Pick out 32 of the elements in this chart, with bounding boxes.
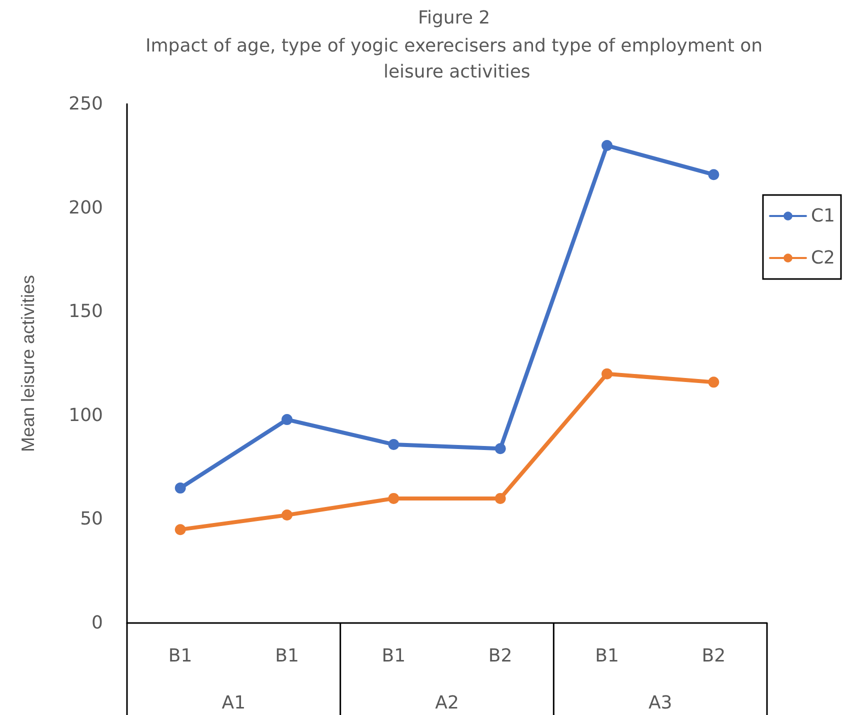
- x-tick-label: B1: [382, 646, 406, 666]
- point: [282, 414, 292, 426]
- point: [494, 492, 506, 504]
- x-tick-label: B1: [595, 646, 619, 666]
- point: [388, 492, 400, 504]
- legend-label: C2: [810, 248, 836, 268]
- x-tick-label: B2: [488, 646, 512, 666]
- point: [708, 376, 720, 388]
- point: [708, 169, 720, 180]
- y-tick-label: 150: [68, 301, 103, 322]
- y-tick-label: 250: [68, 94, 103, 114]
- text: A3: [648, 692, 672, 714]
- y-tick-label: 100: [68, 404, 103, 426]
- legend-label: C1: [810, 206, 836, 226]
- y-tick-label: 50: [80, 508, 103, 530]
- x-tick-label: B1: [168, 646, 192, 666]
- point: [494, 443, 506, 454]
- chart-subtitle: Impact of age, type of yogic exerecisers and type of employment on leisure activities: [145, 36, 763, 82]
- point: [174, 482, 186, 494]
- point: [602, 140, 612, 152]
- point: [602, 368, 612, 380]
- x-tick-label: B2: [702, 646, 726, 666]
- text: A2: [435, 692, 459, 714]
- text: A1: [222, 692, 246, 714]
- y-tick-label: 200: [68, 197, 103, 218]
- chart-title: Figure 2: [418, 8, 490, 28]
- point: [282, 510, 292, 521]
- y-axis-title: Mean leisure activities: [18, 274, 38, 452]
- x-tick-label: B1: [275, 646, 299, 666]
- point: [388, 438, 400, 450]
- point: [174, 524, 186, 536]
- y-tick-label: 0: [92, 612, 103, 634]
